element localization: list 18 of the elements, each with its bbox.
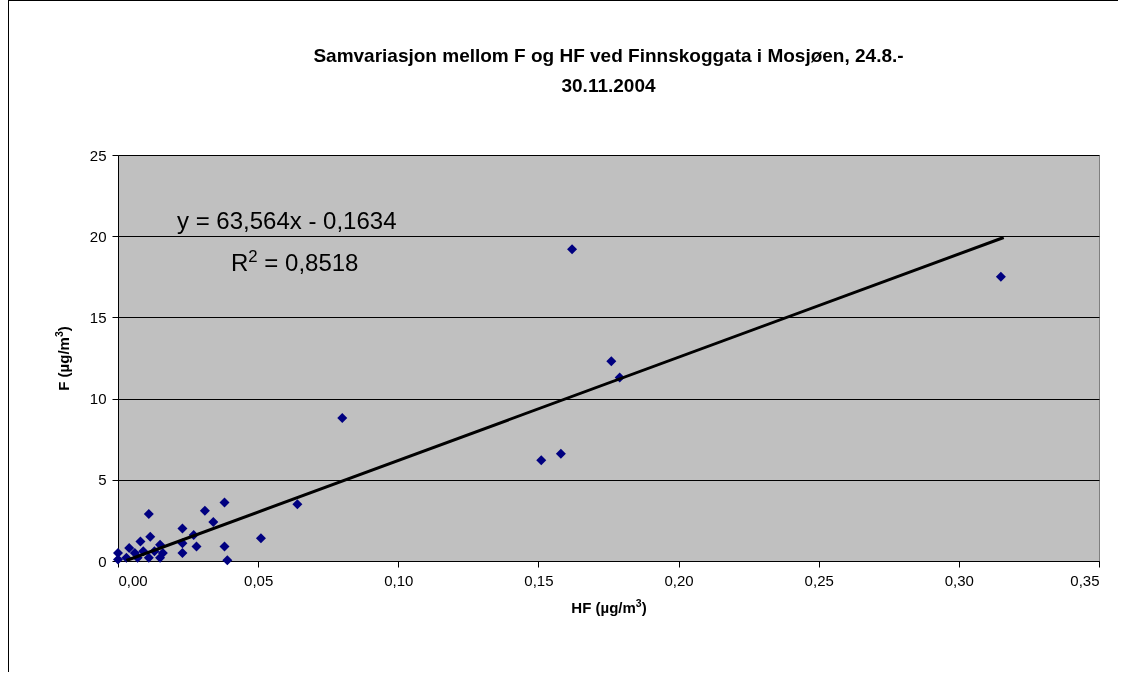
- x-axis-title: HF (µg/m$^{3}$): [571, 596, 647, 616]
- x-tick-label: 0,35: [1070, 571, 1100, 589]
- chart-title: Samvariasjon mellom F og HF ved Finnskoggata i Mosjøen, 24.8.-30.11.2004: [313, 45, 904, 96]
- x-tick-label: 0,25: [804, 571, 834, 589]
- y-tick-label: 15: [89, 308, 107, 326]
- annotation: y = 63,564x - 0,1634: [177, 207, 397, 234]
- x-tick-label: 0,15: [524, 571, 554, 589]
- x-tick-label: 0,20: [664, 571, 694, 589]
- x-tick-label: 0,00: [118, 571, 148, 589]
- x-tick-label: 0,30: [944, 571, 974, 589]
- y-tick-label: 10: [89, 390, 107, 408]
- y-tick-label: 20: [89, 227, 107, 245]
- x-tick-label: 0,10: [384, 571, 414, 589]
- y-tick-label: 25: [89, 146, 107, 164]
- y-tick-label: 5: [98, 471, 107, 489]
- x-tick-label: 0,05: [244, 571, 274, 589]
- annotation: R$^{2}$ = 0,8518: [231, 246, 359, 276]
- y-tick-label: 0: [98, 552, 107, 570]
